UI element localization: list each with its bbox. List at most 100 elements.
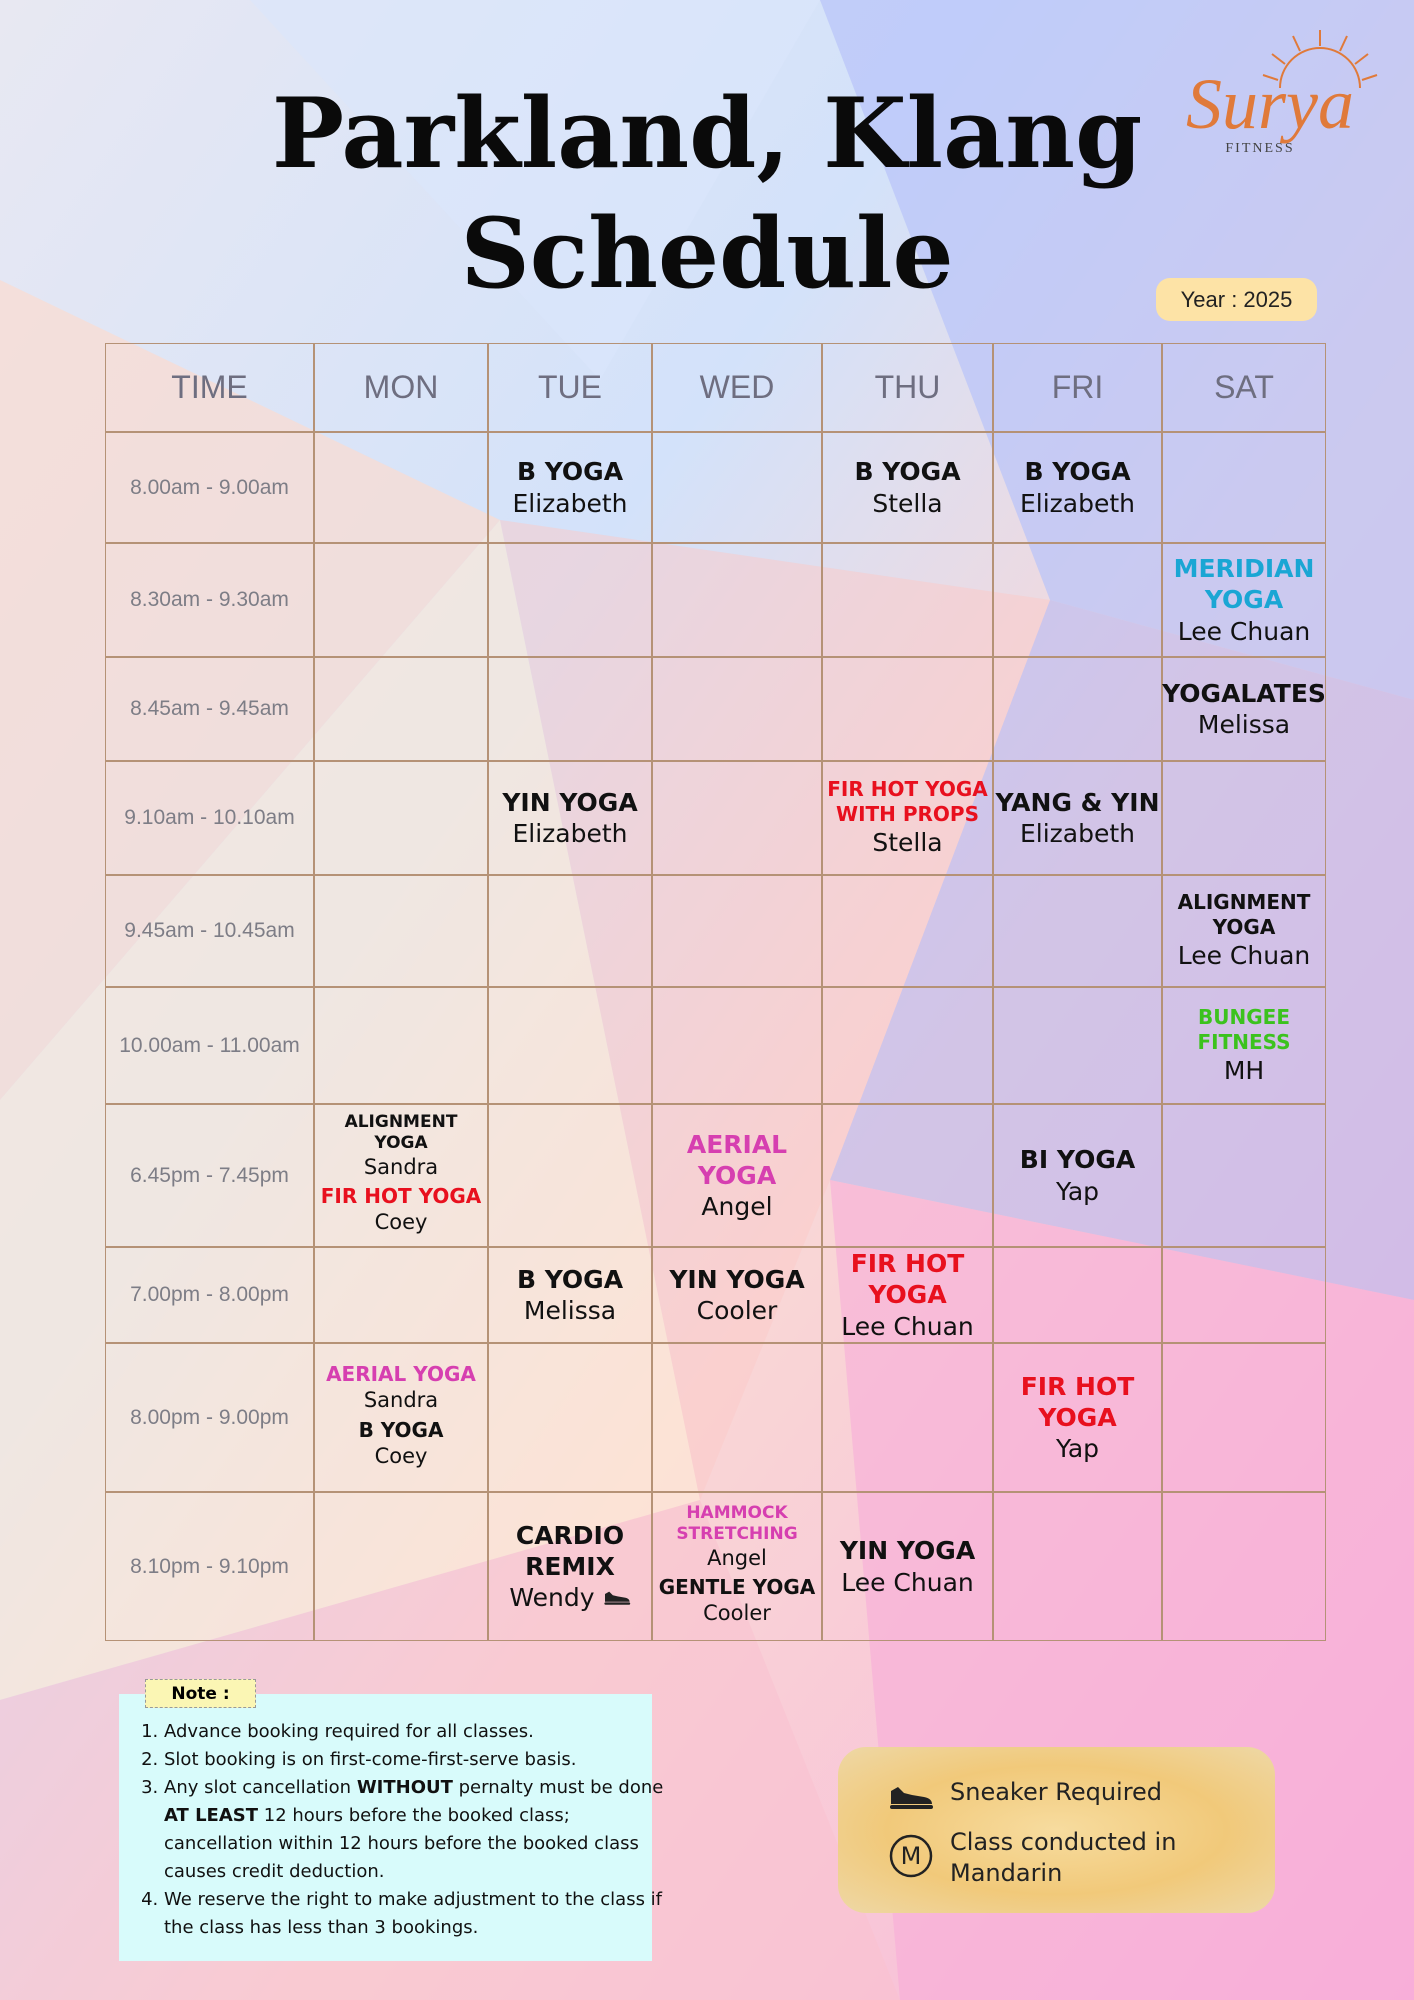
bg-shape [250, 0, 820, 380]
class-cell: YIN YOGA Cooler [652, 1247, 822, 1343]
instructor: Angel [707, 1545, 767, 1571]
class-cell: YIN YOGA Lee Chuan [822, 1492, 993, 1641]
instructor-name: Lee Chuan [841, 1567, 974, 1597]
instructor-name: Stella [872, 488, 943, 518]
legend-label: Sneaker Required [950, 1778, 1163, 1806]
class-cell [488, 657, 652, 761]
class-cell [652, 875, 822, 987]
logo-ray [1339, 35, 1348, 52]
instructor: Melissa [1198, 709, 1290, 740]
time-cell: 8.00am - 9.00am [105, 432, 314, 543]
instructor-name: Coey [374, 1210, 428, 1235]
class-cell [993, 987, 1162, 1104]
class-name: YIN YOGA [669, 1264, 805, 1294]
column-header: TIME [105, 343, 314, 432]
class-cell [652, 987, 822, 1104]
class-name: YANG & YIN [995, 787, 1160, 817]
note-item: Slot booking is on first-come-first-serv… [164, 1746, 674, 1774]
class-cell [822, 543, 993, 657]
schedule-table: TIME MON TUE WED THU FRI SAT 8.00am - 9.00am B Y… [105, 343, 1326, 1641]
class-cell [314, 657, 488, 761]
class-cell [993, 543, 1162, 657]
column-header: WED [652, 343, 822, 432]
time-cell: 8.45am - 9.45am [105, 657, 314, 761]
time-cell: 10.00am - 11.00am [105, 987, 314, 1104]
instructor: Elizabeth [512, 818, 627, 849]
logo-arc [1279, 47, 1361, 89]
class-name: BUNGEE FITNESS [1197, 1004, 1291, 1054]
note-text: Any slot cancellation [164, 1777, 357, 1798]
class-cell [652, 761, 822, 875]
time-cell: 8.10pm - 9.10pm [105, 1492, 314, 1641]
note-box [119, 1694, 652, 1961]
instructor: Coey [375, 1209, 428, 1235]
column-header: MON [314, 343, 488, 432]
instructor-name: Yap [1055, 1434, 1100, 1464]
instructor: Elizabeth [512, 488, 627, 519]
class-cell [822, 875, 993, 987]
class-cell: AERIAL YOGA Sandra B YOGA Coey [314, 1343, 488, 1492]
class-cell [488, 543, 652, 657]
class-cell: B YOGA Elizabeth [488, 432, 652, 543]
instructor-name: Melissa [1197, 710, 1291, 739]
instructor-name: MH [1223, 1055, 1265, 1085]
class-name: BI YOGA [1019, 1145, 1136, 1175]
class-cell: BI YOGA Yap [993, 1104, 1162, 1247]
class-cell: YOGALATES Melissa [1162, 657, 1326, 761]
sneaker-shape [604, 1591, 630, 1602]
instructor: Stella [872, 827, 942, 858]
class-name: ALIGNMENT YOGA [1177, 890, 1311, 940]
class-cell [1162, 1247, 1326, 1343]
note-item: Any slot cancellation WITHOUT pernalty m… [164, 1774, 674, 1886]
note-item: We reserve the right to make adjustment … [164, 1886, 674, 1942]
class-cell [822, 1104, 993, 1247]
class-cell: ALIGNMENT YOGA Lee Chuan [1162, 875, 1326, 987]
instructor: Lee Chuan [841, 1311, 974, 1342]
time-cell: 9.45am - 10.45am [105, 875, 314, 987]
mandarin-symbol: M [901, 1842, 922, 1870]
instructor-name: Elizabeth [1019, 819, 1136, 848]
instructor-name: Elizabeth [512, 488, 628, 518]
class-cell [1162, 1492, 1326, 1641]
logo-sub: FITNESS [1225, 141, 1294, 156]
class-cell [314, 1492, 488, 1641]
note-item: Advance booking required for all classes… [164, 1718, 674, 1746]
instructor-name: Angel [701, 1192, 773, 1222]
class-cell [314, 761, 488, 875]
class-cell [314, 875, 488, 987]
class-name: MERIDIAN YOGA [1173, 554, 1315, 615]
sneaker-icon [890, 1787, 933, 1809]
instructor-name: Lee Chuan [1177, 616, 1311, 646]
logo-sun [1262, 30, 1378, 89]
instructor: Lee Chuan [1178, 940, 1311, 971]
class-cell [993, 1492, 1162, 1641]
instructor: Angel [701, 1191, 772, 1222]
instructor-name: Elizabeth [512, 819, 628, 848]
class-cell [1162, 761, 1326, 875]
class-cell: ALIGNMENT YOGA Sandra FIR HOT YOGA Coey [314, 1104, 488, 1247]
instructor: Coey [375, 1443, 428, 1469]
legend-label: Class conducted in Mandarin [950, 1828, 1177, 1887]
class-cell: B YOGA Stella [822, 432, 993, 543]
class-cell [652, 657, 822, 761]
class-cell: FIR HOT YOGA Lee Chuan [822, 1247, 993, 1343]
instructor-name: Elizabeth [1019, 488, 1136, 518]
class-cell [488, 1343, 652, 1492]
instructor-name: Melissa [523, 1296, 617, 1325]
class-name: ALIGNMENT YOGA [344, 1111, 458, 1153]
instructor: Melissa [524, 1295, 616, 1326]
instructor: Sandra [364, 1387, 438, 1413]
instructor: Yap [1056, 1176, 1099, 1207]
instructor-name: Angel [707, 1546, 767, 1570]
logo-ray [1262, 74, 1279, 81]
instructor: Cooler [703, 1600, 771, 1626]
class-name: B YOGA [516, 1264, 624, 1294]
title-line: Schedule [460, 197, 954, 310]
logo: Surya FITNESS [1186, 30, 1378, 156]
note-text: WITHOUT [356, 1777, 453, 1798]
mandarin-circle [889, 1834, 933, 1878]
class-cell [1162, 1343, 1326, 1492]
title-line: Parkland, Klang [271, 77, 1143, 190]
class-cell: B YOGA Melissa [488, 1247, 652, 1343]
